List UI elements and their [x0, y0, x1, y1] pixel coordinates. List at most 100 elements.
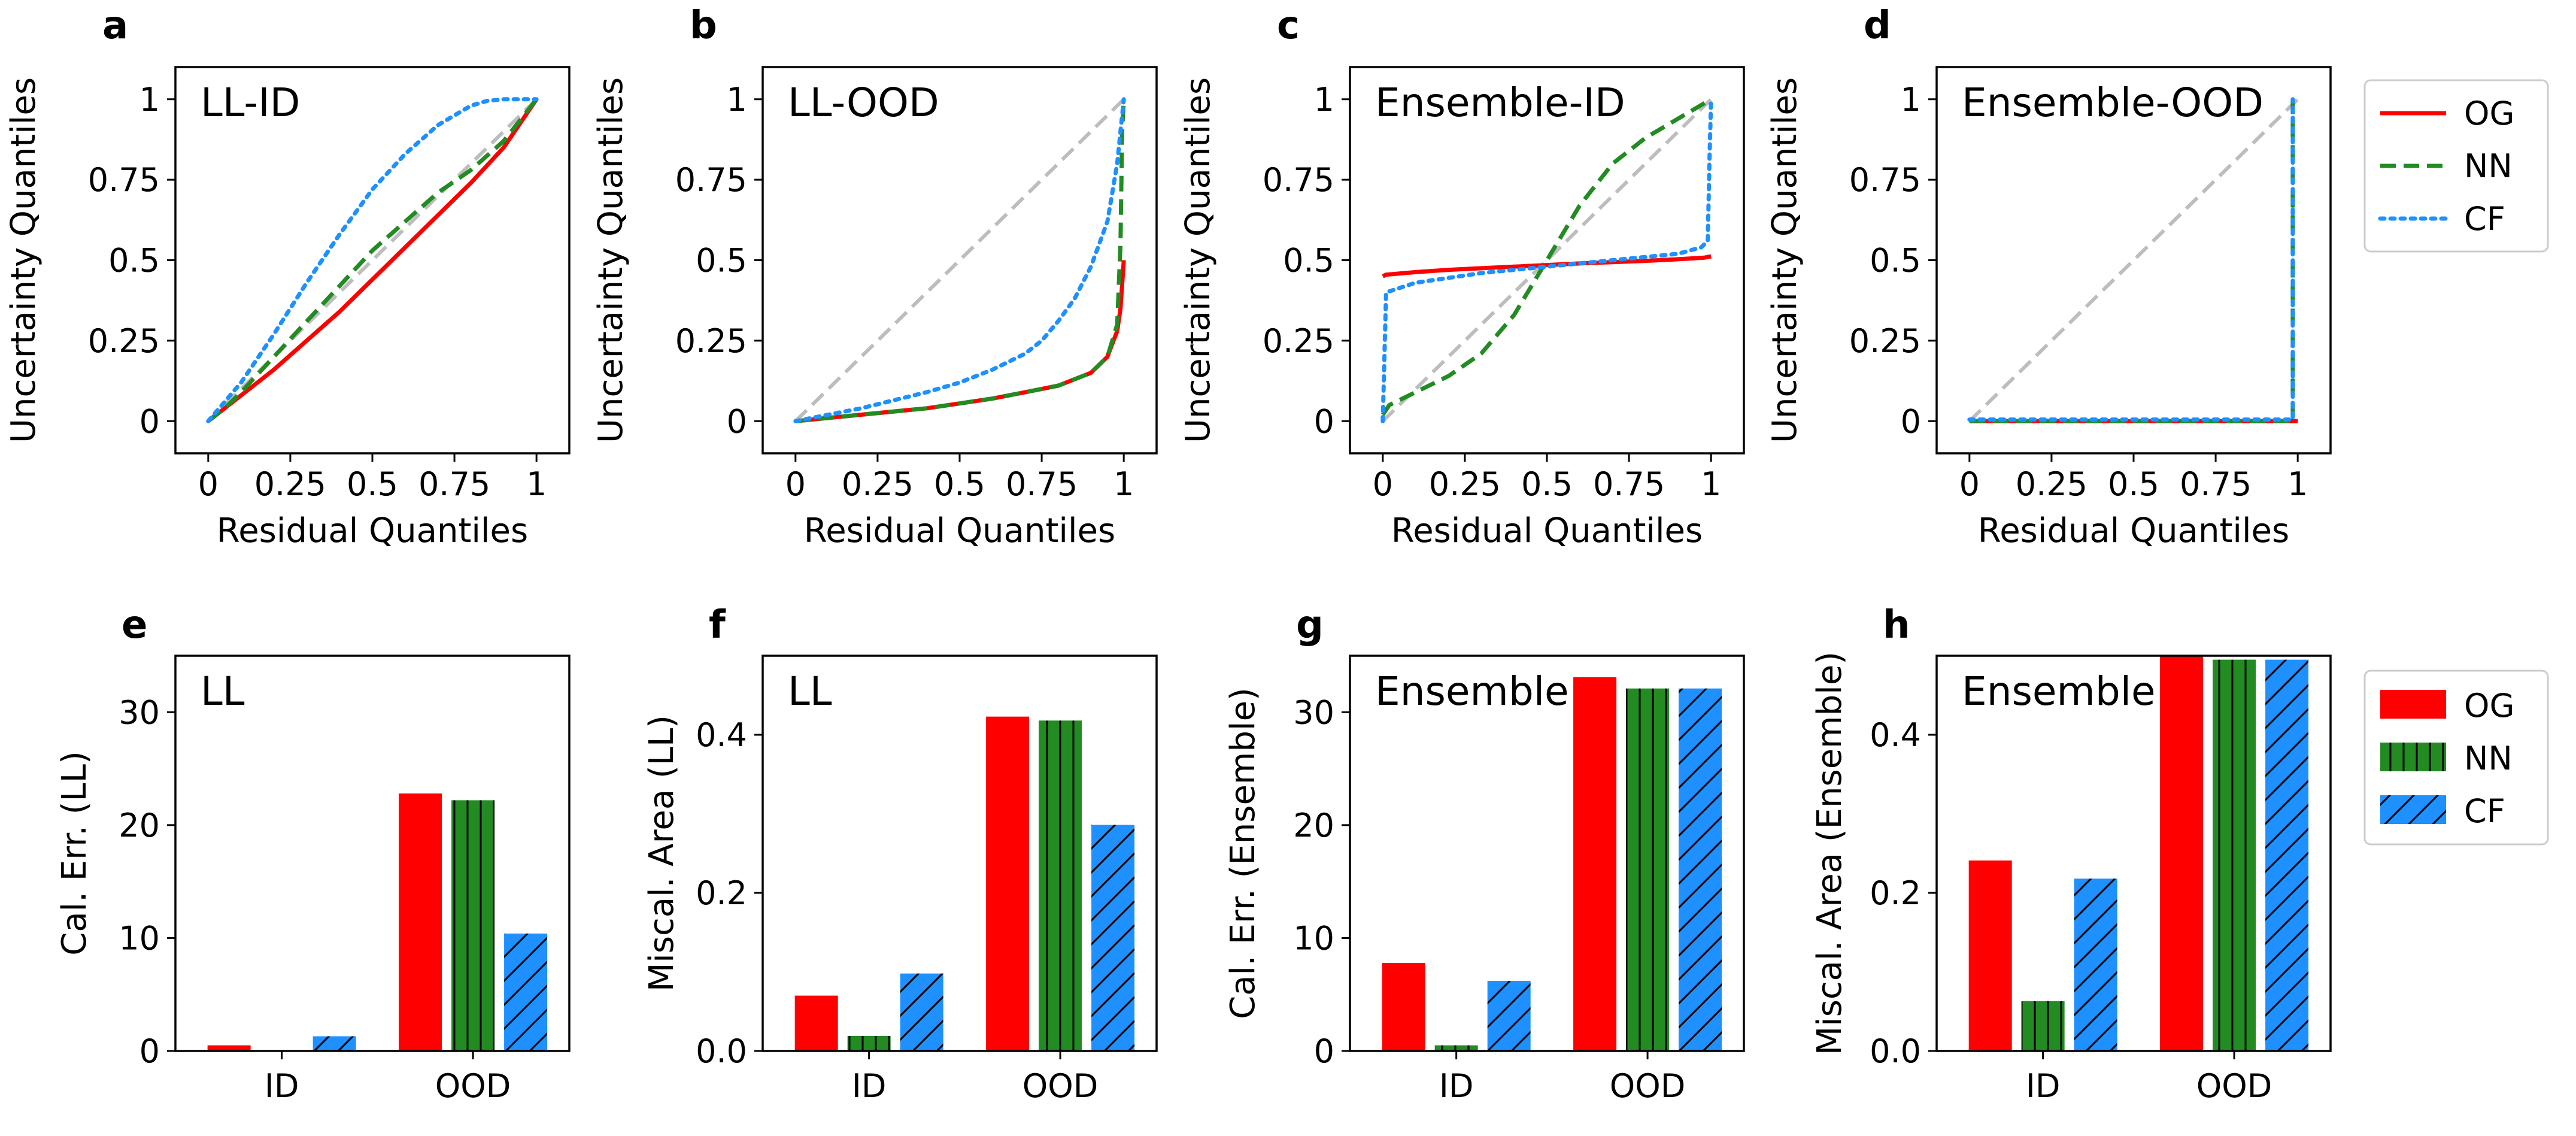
y-axis-label: Uncertainty Quantiles — [1179, 77, 1218, 443]
x-tick-label: 0.25 — [254, 465, 326, 503]
x-tick-label: 0.25 — [2016, 465, 2087, 503]
bar-cf-ood — [1679, 688, 1722, 1051]
y-axis-label: Uncertainty Quantiles — [4, 77, 43, 443]
y-axis-label: Cal. Err. (Ensemble) — [1224, 687, 1263, 1019]
panel-f: ID OOD 0.0 0.2 0.4 Miscal. Area (LL) LL f — [642, 603, 1158, 1105]
y-tick-label: 0 — [139, 1032, 160, 1070]
x-tick-label: 0.5 — [934, 465, 985, 503]
panel-a: 0 0.25 0.5 0.75 1 Residual Quantiles 0 0.25 0.5 0… — [4, 4, 571, 550]
y-tick-label: 0.4 — [1870, 716, 1921, 754]
x-tick-label: 0.5 — [1521, 465, 1573, 503]
x-tick-label: 0 — [198, 465, 219, 503]
series-cf-line — [1380, 97, 1713, 423]
x-tick-label: 0 — [1959, 465, 1980, 503]
x-tick-label: 1 — [526, 465, 547, 503]
x-tick-label: 0 — [1373, 465, 1393, 503]
legend-label-cf: CF — [2464, 200, 2505, 238]
bar-nn-ood — [451, 800, 495, 1051]
y-tick-label: 0 — [139, 402, 160, 440]
panel-e: ID OOD 0 10 20 30 Cal. Err. (LL) LL e — [55, 603, 571, 1105]
series-og-line — [1382, 254, 1712, 278]
legend-swatch-nn — [2380, 743, 2446, 771]
x-tick-label: ID — [852, 1067, 887, 1105]
bar-cf-id — [312, 1036, 356, 1051]
x-tick-label: OOD — [435, 1067, 511, 1105]
x-axis-label: Residual Quantiles — [217, 511, 528, 550]
panel-g: ID OOD 0 10 20 30 Cal. Err. (Ensemble) Ensemble… — [1224, 603, 1745, 1105]
series-og-line — [207, 98, 539, 423]
bar-nn-ood — [1039, 720, 1082, 1051]
inset-label: LL — [788, 668, 832, 714]
y-axis-label: Miscal. Area (LL) — [642, 715, 681, 992]
bar-og-id — [794, 995, 838, 1051]
x-axis-label: Residual Quantiles — [1978, 511, 2289, 550]
axes-frame — [1349, 66, 1745, 455]
y-tick-label: 1 — [139, 81, 160, 119]
y-tick-label: 0.75 — [675, 161, 747, 199]
x-tick-label: 1 — [1701, 465, 1721, 503]
y-tick-label: 30 — [119, 693, 160, 731]
x-tick-label: 0 — [785, 465, 806, 503]
bar-og-id — [1968, 860, 2012, 1051]
series-diagonal-line — [794, 98, 1125, 423]
series-diagonal-line — [1968, 98, 2299, 423]
x-tick-label: 1 — [2287, 465, 2308, 503]
panel-letter: h — [1883, 603, 1910, 647]
y-tick-label: 0.5 — [1283, 242, 1334, 280]
panel-letter: a — [102, 4, 128, 48]
y-tick-label: 0.25 — [1263, 322, 1334, 360]
bar-cf-ood — [504, 933, 548, 1051]
y-tick-label: 0 — [727, 402, 747, 440]
y-tick-label: 0.75 — [1849, 161, 1921, 199]
bar-nn-id — [1434, 1045, 1478, 1051]
panel-letter: f — [709, 603, 726, 647]
y-tick-label: 20 — [119, 807, 160, 844]
y-tick-label: 0.75 — [1263, 161, 1334, 199]
bar-og-ood — [399, 793, 442, 1051]
y-tick-label: 0.5 — [108, 242, 160, 280]
bar-nn-id — [847, 1035, 891, 1051]
axes-frame — [1935, 655, 2332, 1052]
series-nn-line — [1969, 99, 2295, 423]
y-tick-label: 0.25 — [675, 322, 747, 360]
x-tick-label: OOD — [1610, 1067, 1686, 1105]
inset-label: LL — [201, 668, 245, 714]
x-tick-label: OOD — [2196, 1067, 2272, 1105]
y-tick-label: 0.0 — [696, 1032, 747, 1070]
y-tick-label: 1 — [1901, 81, 1921, 119]
inset-label: Ensemble-OOD — [1962, 80, 2264, 126]
y-tick-label: 0.75 — [88, 161, 160, 199]
x-tick-label: OOD — [1022, 1067, 1099, 1105]
bar-nn-id — [2021, 1001, 2065, 1051]
bar-og-ood — [1573, 677, 1617, 1051]
bar-og-ood — [986, 716, 1030, 1051]
y-tick-label: 0 — [1314, 1032, 1334, 1070]
axes-frame — [174, 66, 571, 455]
bar-cf-ood — [2265, 659, 2309, 1051]
x-tick-label: 0.5 — [347, 465, 398, 503]
legend-label-cf: CF — [2464, 792, 2505, 830]
bar-cf-id — [2074, 878, 2117, 1051]
axes-frame — [1935, 66, 2332, 455]
x-tick-label: ID — [265, 1067, 299, 1105]
legend-label-nn: NN — [2464, 147, 2513, 185]
y-tick-label: 0 — [1314, 402, 1334, 440]
series-og-line — [795, 260, 1126, 423]
series-diagonal-line — [207, 98, 538, 423]
y-tick-label: 1 — [727, 81, 747, 119]
y-tick-label: 0.5 — [696, 242, 747, 280]
y-tick-label: 0 — [1901, 402, 1921, 440]
y-tick-label: 0.2 — [696, 874, 747, 912]
legend-frame — [2363, 79, 2549, 253]
y-tick-label: 0.25 — [88, 322, 160, 360]
series-nn-line — [1380, 97, 1712, 416]
y-tick-label: 0.2 — [1870, 874, 1921, 912]
panels: 0 0.25 0.5 0.75 1 Residual Quantiles 0 0.25 0.5 0… — [4, 4, 2332, 1105]
bar-cf-ood — [1091, 825, 1135, 1051]
legend-swatch-og — [2380, 690, 2446, 719]
legend-label-og: OG — [2464, 687, 2514, 725]
bar-nn-ood — [1626, 688, 1670, 1051]
axes-frame — [761, 655, 1158, 1052]
y-tick-label: 10 — [1293, 919, 1334, 957]
x-tick-label: 0.75 — [1006, 465, 1078, 503]
